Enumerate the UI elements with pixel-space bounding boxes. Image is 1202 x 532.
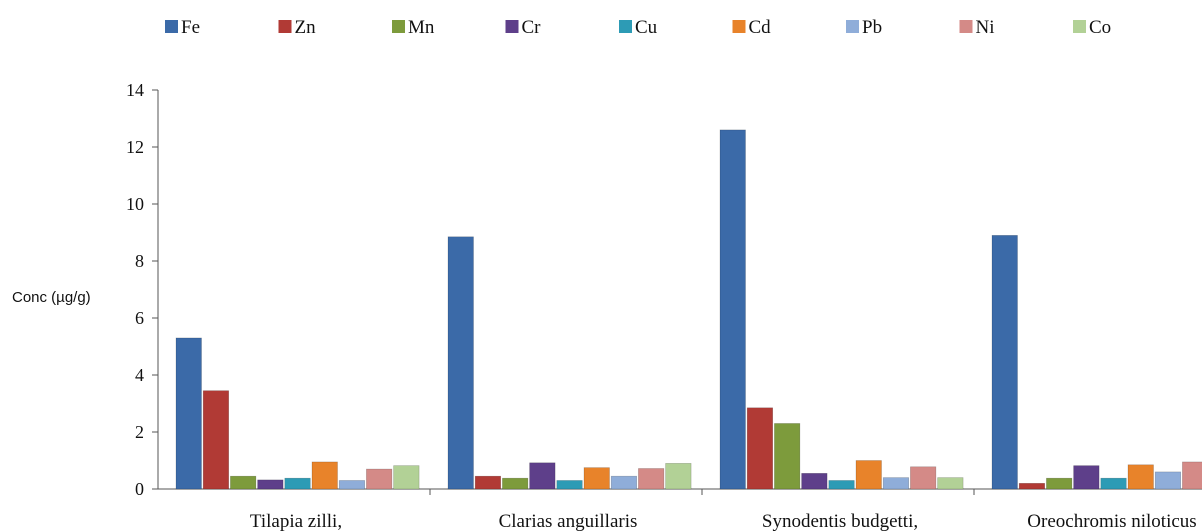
bar-zn bbox=[746, 407, 774, 490]
legend-label-zn: Zn bbox=[295, 17, 317, 38]
bar-cr bbox=[801, 473, 828, 490]
x-category-label: Synodentis budgetti, bbox=[762, 511, 918, 532]
bar-fe bbox=[991, 235, 1018, 490]
legend-label-co: Co bbox=[1089, 17, 1111, 38]
y-tick-label: 2 bbox=[135, 422, 144, 442]
bar-mn bbox=[774, 423, 801, 490]
y-tick-label: 10 bbox=[126, 194, 144, 214]
y-tick-label: 14 bbox=[126, 80, 144, 100]
y-tick-label: 4 bbox=[135, 365, 144, 385]
legend-label-pb: Pb bbox=[862, 17, 882, 38]
bars bbox=[175, 129, 1202, 490]
bar-cr bbox=[529, 462, 556, 490]
bar-cu bbox=[284, 477, 311, 490]
bar-cu bbox=[828, 480, 855, 490]
bar-cr bbox=[1073, 465, 1100, 490]
bar-cd bbox=[311, 461, 338, 490]
legend-swatch-mn bbox=[392, 20, 405, 33]
bar-cd bbox=[1127, 464, 1154, 490]
legend-label-mn: Mn bbox=[408, 17, 435, 38]
bar-cr bbox=[257, 479, 284, 490]
bar-cu bbox=[1100, 477, 1127, 490]
legend-label-cu: Cu bbox=[635, 17, 658, 38]
y-tick-label: 6 bbox=[135, 308, 144, 328]
legend-swatch-cd bbox=[732, 20, 746, 33]
bar-ni bbox=[638, 468, 665, 490]
bar-pb bbox=[882, 477, 910, 490]
legend-swatch-co bbox=[1073, 20, 1086, 33]
x-category-label: Tilapia zilli, bbox=[250, 511, 342, 532]
bar-fe bbox=[447, 236, 474, 490]
legend-swatch-fe bbox=[165, 20, 178, 33]
bar-pb bbox=[1154, 471, 1181, 490]
y-tick-label: 0 bbox=[135, 479, 144, 499]
bar-mn bbox=[230, 475, 257, 490]
bar-mn bbox=[1046, 477, 1073, 490]
y-tick-label: 8 bbox=[135, 251, 144, 271]
bar-ni bbox=[1182, 461, 1202, 490]
bar-ni bbox=[910, 466, 937, 490]
bar-mn bbox=[502, 477, 529, 490]
legend-label-fe: Fe bbox=[181, 17, 200, 38]
bar-zn bbox=[1018, 482, 1046, 490]
bar-zn bbox=[202, 390, 229, 490]
y-axis: 0 2 4 6 8 10 12 14 bbox=[126, 80, 159, 499]
bar-cd bbox=[583, 467, 610, 490]
bar-co bbox=[665, 463, 692, 490]
legend-swatch-cr bbox=[505, 20, 519, 33]
legend-swatch-cu bbox=[619, 20, 632, 33]
legend: Fe Zn Mn Cr Cu Cd Pb Ni Co bbox=[165, 17, 1111, 38]
x-axis: Tilapia zilli, Clarias anguillaris Synoden… bbox=[158, 488, 1202, 532]
bar-pb bbox=[610, 475, 638, 490]
legend-label-cr: Cr bbox=[522, 17, 542, 38]
bar-co bbox=[937, 477, 964, 490]
bar-zn bbox=[474, 475, 502, 490]
legend-swatch-zn bbox=[278, 20, 292, 33]
legend-swatch-pb bbox=[846, 20, 859, 33]
y-tick-label: 12 bbox=[126, 137, 144, 157]
legend-swatch-ni bbox=[959, 20, 973, 33]
bar-fe bbox=[719, 129, 746, 490]
x-category-label: Clarias anguillaris bbox=[499, 511, 638, 532]
bar-fe bbox=[175, 337, 202, 490]
bar-ni bbox=[366, 468, 393, 490]
bar-co bbox=[393, 465, 420, 490]
bar-cu bbox=[556, 480, 583, 490]
bar-cd bbox=[855, 460, 882, 490]
x-category-label: Oreochromis niloticus bbox=[1027, 511, 1196, 532]
y-axis-label: Conc (µg/g) bbox=[12, 289, 91, 306]
legend-label-cd: Cd bbox=[749, 17, 772, 38]
legend-label-ni: Ni bbox=[976, 17, 995, 38]
bar-pb bbox=[338, 480, 366, 490]
